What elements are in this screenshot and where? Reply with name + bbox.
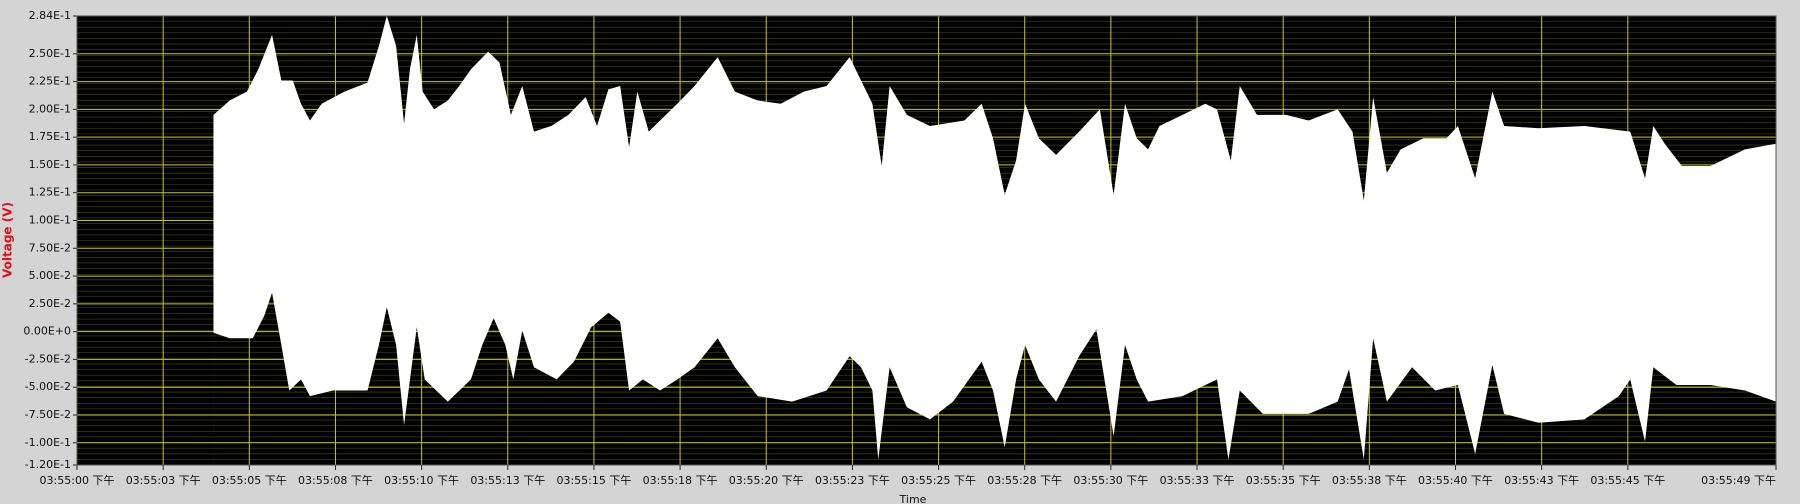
y-tick-label: -1.20E-1 bbox=[25, 458, 71, 471]
x-tick-label: 03:55:03 下午 bbox=[126, 474, 201, 487]
x-tick-label: 03:55:45 下午 bbox=[1590, 474, 1665, 487]
plot-frame bbox=[76, 15, 1777, 466]
y-tick-label: 1.25E-1 bbox=[29, 186, 71, 199]
y-tick-label: -1.00E-1 bbox=[25, 436, 71, 449]
y-tick-label: -5.00E-2 bbox=[25, 380, 71, 393]
x-tick-label: 03:55:38 下午 bbox=[1332, 474, 1407, 487]
x-tick-label: 03:55:08 下午 bbox=[298, 474, 373, 487]
x-tick-label: 03:55:23 下午 bbox=[815, 474, 890, 487]
x-tick-label: 03:55:30 下午 bbox=[1073, 474, 1148, 487]
y-tick-label: 1.75E-1 bbox=[29, 130, 71, 143]
y-tick-label: -7.50E-2 bbox=[25, 408, 71, 421]
y-tick-label: 0.00E+0 bbox=[23, 325, 71, 338]
x-tick-label: 03:55:43 下午 bbox=[1504, 474, 1579, 487]
y-tick-label: 7.50E-2 bbox=[29, 241, 71, 254]
x-tick-label: 03:55:10 下午 bbox=[384, 474, 459, 487]
signal-band bbox=[77, 16, 1776, 465]
y-tick-label: 2.84E-1 bbox=[29, 9, 71, 22]
y-tick-label: -2.50E-2 bbox=[25, 352, 71, 365]
x-axis-label: Time bbox=[899, 493, 927, 504]
x-tick-label: 03:55:33 下午 bbox=[1160, 474, 1235, 487]
y-tick-label: 5.00E-2 bbox=[29, 269, 71, 282]
y-tick-label: 2.00E-1 bbox=[29, 102, 71, 115]
x-tick-label: 03:55:20 下午 bbox=[729, 474, 804, 487]
x-tick-label: 03:55:25 下午 bbox=[901, 474, 976, 487]
x-tick-label: 03:55:05 下午 bbox=[212, 474, 287, 487]
x-tick-label: 03:55:13 下午 bbox=[470, 474, 545, 487]
x-tick-label: 03:55:18 下午 bbox=[643, 474, 718, 487]
y-axis-label: Voltage (V) bbox=[1, 202, 15, 278]
y-tick-label: 1.00E-1 bbox=[29, 213, 71, 226]
y-tick-label: 1.50E-1 bbox=[29, 158, 71, 171]
y-tick-label: 2.50E-1 bbox=[29, 47, 71, 60]
x-tick-label: 03:55:15 下午 bbox=[556, 474, 631, 487]
x-tick-label: 03:55:00 下午 bbox=[40, 474, 115, 487]
y-tick-label: 2.25E-1 bbox=[29, 75, 71, 88]
x-tick-label: 03:55:40 下午 bbox=[1418, 474, 1493, 487]
x-tick-label: 03:55:28 下午 bbox=[987, 474, 1062, 487]
y-tick-label: 2.50E-2 bbox=[29, 297, 71, 310]
x-tick-label: 03:55:35 下午 bbox=[1246, 474, 1321, 487]
x-tick-label: 03:55:49 下午 bbox=[1701, 474, 1776, 487]
